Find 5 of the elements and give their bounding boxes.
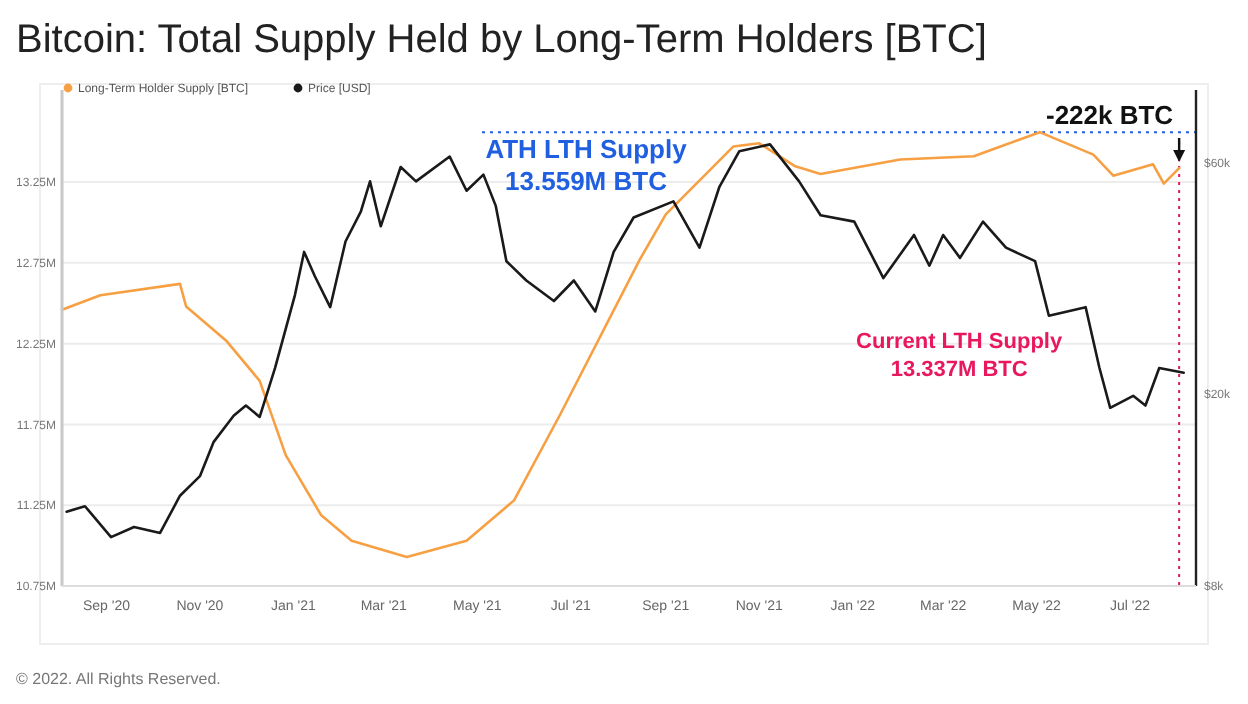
chart-title: Bitcoin: Total Supply Held by Long-Term Holders [BTC] bbox=[16, 18, 987, 62]
ref-line-label: Current LTH Supply 13.337M BTC bbox=[856, 330, 1064, 382]
ref-line-label: ATH LTH Supply 13.559M BTC bbox=[485, 134, 689, 197]
text: © 2022. All Rights Reserved. bbox=[16, 670, 221, 688]
annotation: -222k BTC bbox=[1045, 100, 1175, 130]
